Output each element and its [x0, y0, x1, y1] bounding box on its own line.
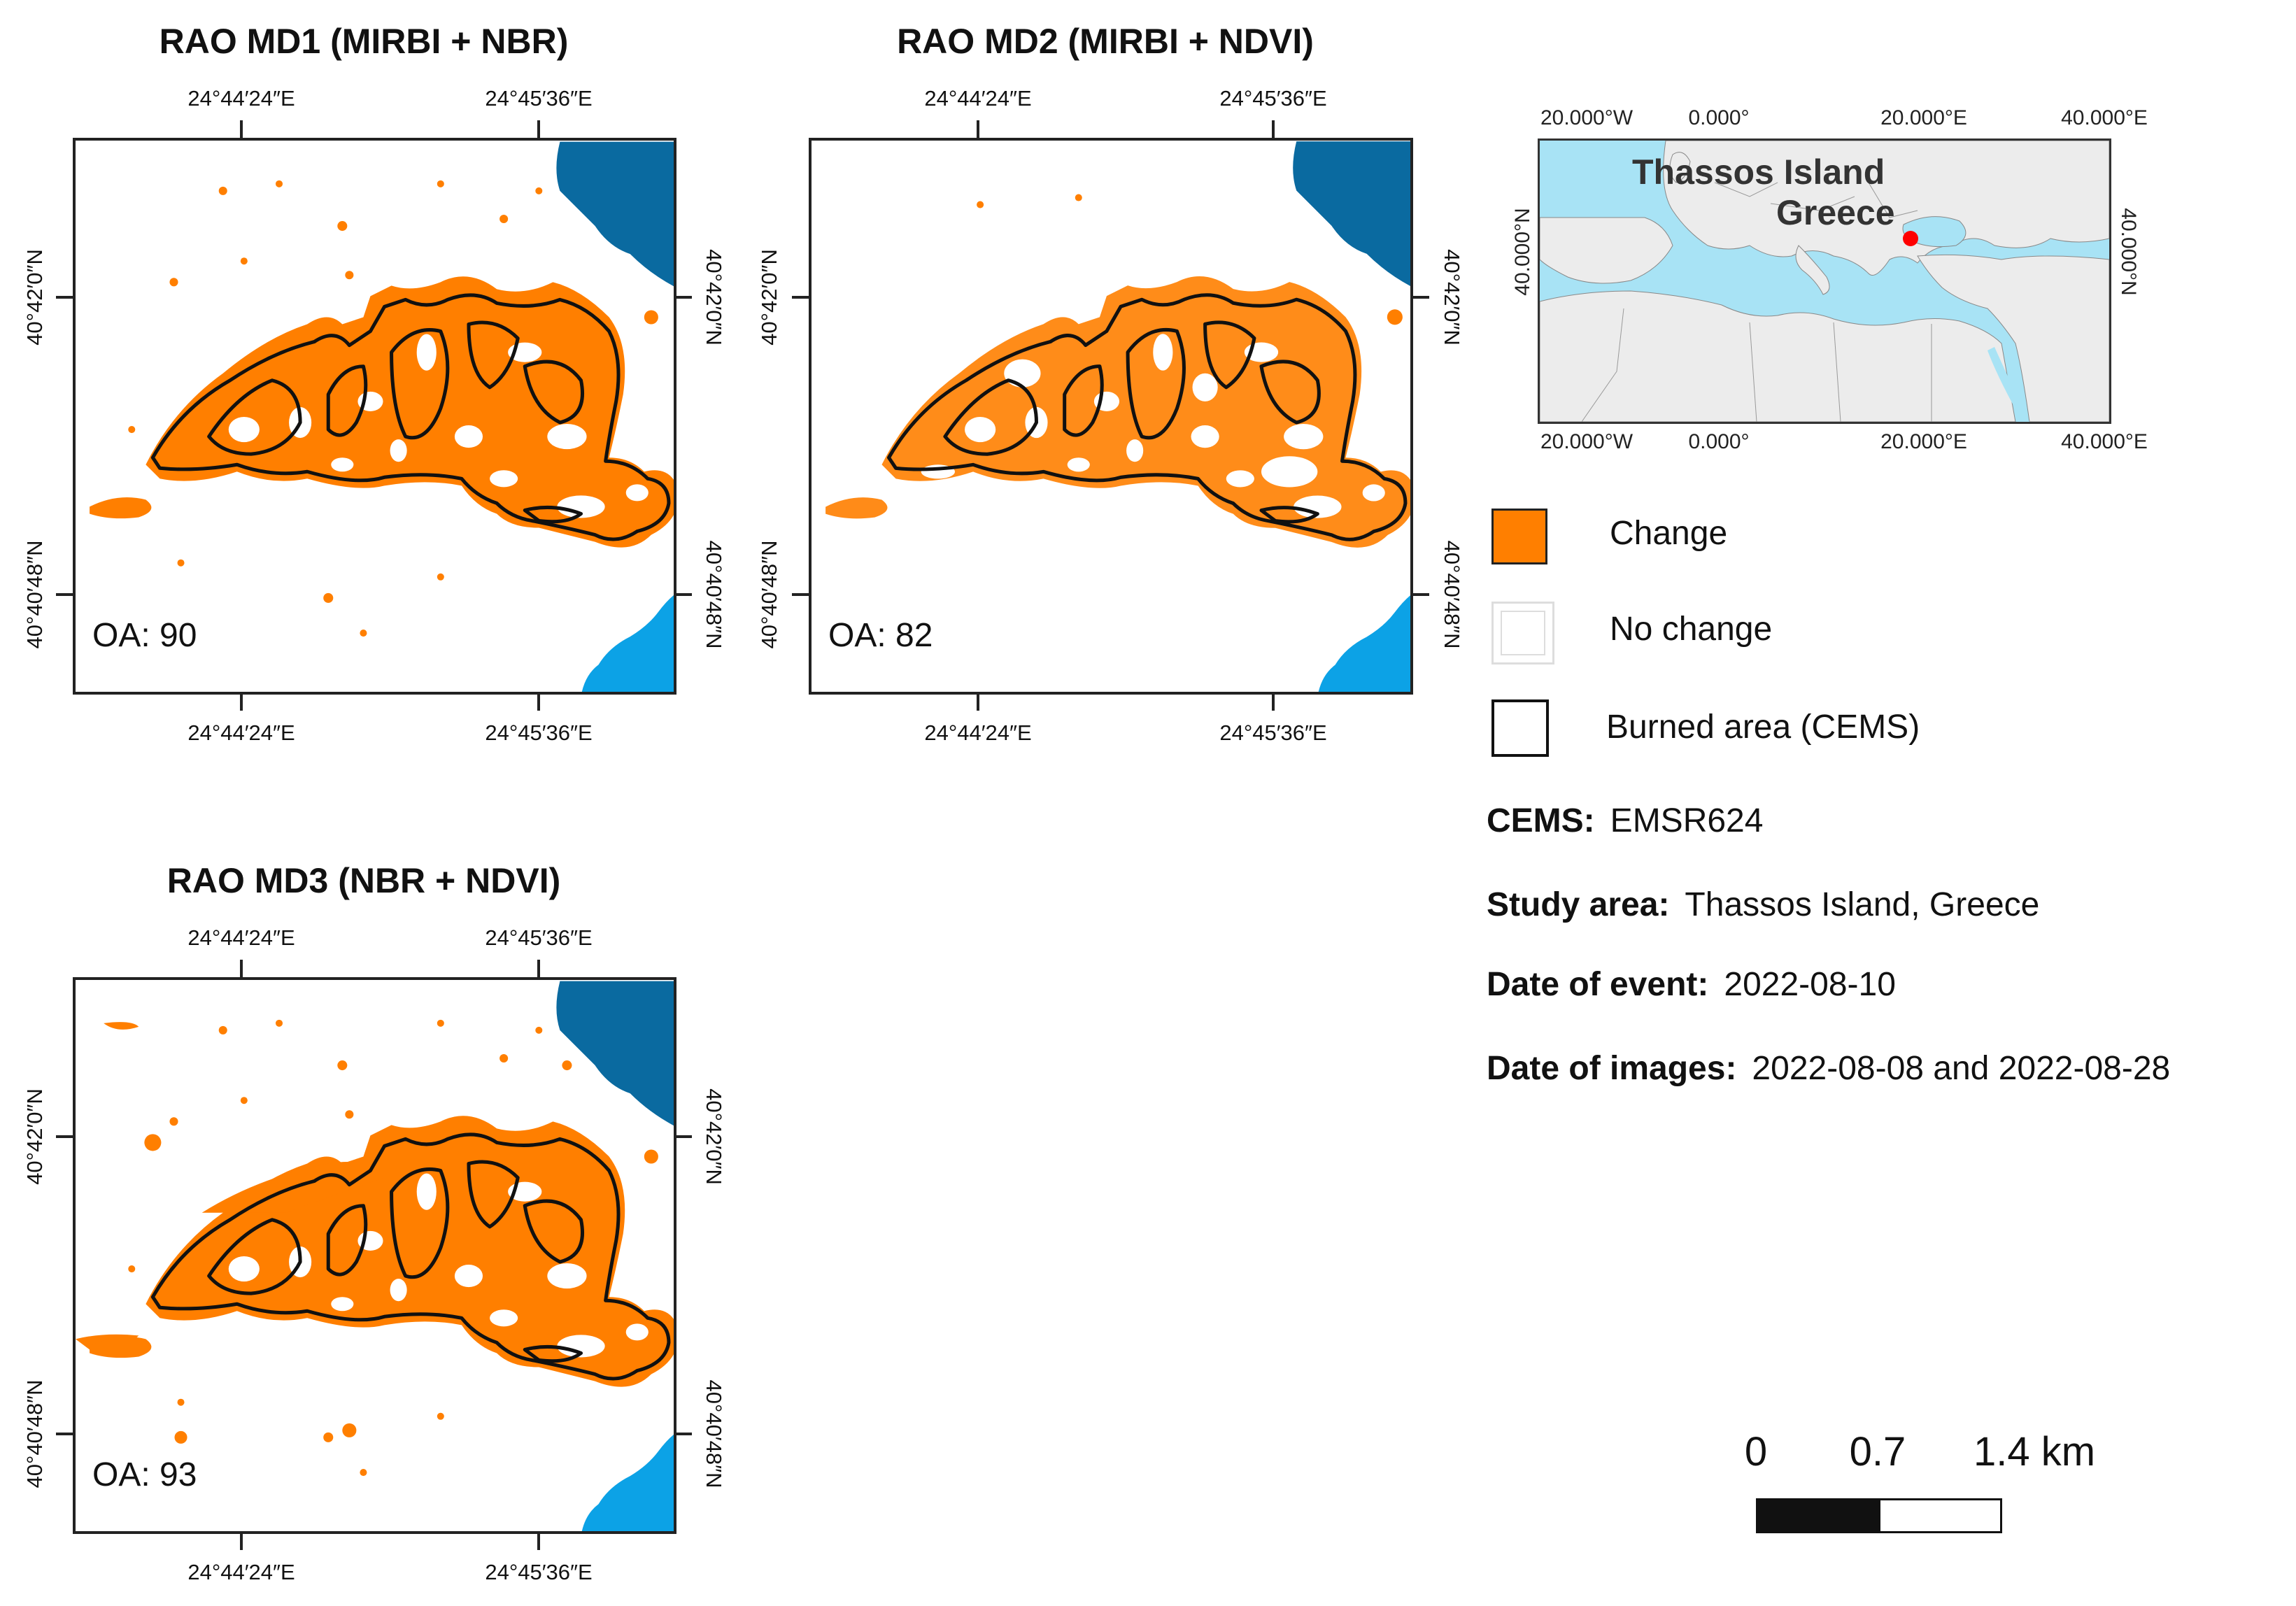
map-graphic	[90, 141, 674, 692]
inset-top-label: 20.000°E	[1880, 106, 1967, 129]
scale-label: 0	[1744, 1429, 1768, 1474]
legend-swatch-burned	[1491, 699, 1549, 757]
inset-bottom-label: 20.000°E	[1880, 430, 1967, 453]
inset-top-label: 20.000°W	[1540, 106, 1634, 129]
inset-bottom-label: 0.000°	[1688, 430, 1750, 453]
tick	[792, 296, 810, 299]
coord-top-left: 24°44′24″E	[924, 86, 1032, 111]
inset-top-label: 0.000°	[1688, 106, 1750, 129]
info-label: Study area:	[1487, 886, 1670, 923]
inset-map-graphic	[1540, 141, 2109, 422]
info-value: 2022-08-08 and 2022-08-28	[1752, 1050, 2171, 1087]
legend-label-burned: Burned area (CEMS)	[1606, 709, 1920, 746]
panel-title: RAO MD3 (NBR + NDVI)	[166, 861, 561, 900]
map-canvas: OA: 90	[73, 138, 676, 695]
tick	[537, 692, 540, 711]
tick	[56, 593, 74, 596]
inset-left-label: 40.000°N	[1511, 208, 1534, 296]
tick	[56, 1135, 74, 1138]
coord-left-bottom: 40°40′48″N	[757, 540, 781, 649]
info-value: EMSR624	[1610, 802, 1764, 839]
coord-left-bottom: 40°40′48″N	[22, 1379, 47, 1488]
inset-label-island: Thassos Island	[1632, 152, 1885, 192]
tick	[674, 1135, 692, 1138]
tick	[537, 1532, 540, 1550]
tick	[56, 1433, 74, 1435]
tick	[240, 692, 243, 711]
coord-bottom-right: 24°45′36″E	[1219, 720, 1327, 745]
coord-bottom-left: 24°44′24″E	[924, 720, 1032, 745]
info-cems: CEMS: EMSR624	[1487, 802, 1763, 840]
legend-swatch-no-change	[1491, 602, 1554, 665]
inset-label-country: Greece	[1776, 193, 1895, 232]
tick	[56, 296, 74, 299]
info-label: Date of event:	[1487, 966, 1709, 1003]
coord-top-right: 24°45′36″E	[485, 86, 593, 111]
info-value: Thassos Island, Greece	[1685, 886, 2040, 923]
tick	[537, 960, 540, 978]
tick	[537, 120, 540, 138]
tick	[674, 593, 692, 596]
scale-label: 0.7	[1849, 1429, 1906, 1474]
tick	[977, 120, 979, 138]
coord-left-top: 40°42′0″N	[22, 1088, 47, 1185]
scale-label: 1.4 km	[1973, 1429, 2096, 1474]
overall-accuracy: OA: 93	[92, 1456, 197, 1493]
map-graphic	[76, 981, 674, 1531]
info-value: 2022-08-10	[1724, 966, 1896, 1003]
overall-accuracy: OA: 90	[92, 617, 197, 654]
overall-accuracy: OA: 82	[828, 617, 933, 654]
info-label: Date of images:	[1487, 1050, 1737, 1087]
inset-map-frame: Thassos Island Greece	[1538, 138, 2111, 424]
inset-top-label: 40.000°E	[2061, 106, 2148, 129]
legend-label-no-change: No change	[1610, 611, 1773, 648]
tick	[1411, 593, 1429, 596]
coord-right-top: 40°42′0″N	[1440, 249, 1464, 346]
tick	[240, 1532, 243, 1550]
panel-title: RAO MD1 (MIRBI + NBR)	[159, 22, 569, 61]
map-canvas: OA: 82	[809, 138, 1413, 695]
inset-right-label: 40.000°N	[2117, 208, 2140, 296]
tick	[1272, 692, 1275, 711]
coord-bottom-left: 24°44′24″E	[187, 720, 295, 745]
coord-top-left: 24°44′24″E	[187, 925, 295, 950]
tick	[977, 692, 979, 711]
scale-bar-graphic	[1756, 1498, 2002, 1533]
inset-bottom-label: 20.000°W	[1540, 430, 1634, 453]
inset-bottom-label: 40.000°E	[2061, 430, 2148, 453]
coord-right-bottom: 40°40′48″N	[702, 1379, 726, 1488]
tick	[240, 960, 243, 978]
coord-left-top: 40°42′0″N	[757, 249, 781, 346]
info-label: CEMS:	[1487, 802, 1595, 839]
coord-right-top: 40°42′0″N	[702, 249, 726, 346]
panel-title: RAO MD2 (MIRBI + NDVI)	[897, 22, 1314, 61]
coord-top-right: 24°45′36″E	[1219, 86, 1327, 111]
info-date-event: Date of event: 2022-08-10	[1487, 965, 1896, 1004]
tick	[1272, 120, 1275, 138]
coord-bottom-right: 24°45′36″E	[485, 720, 593, 745]
coord-left-bottom: 40°40′48″N	[22, 540, 47, 649]
coord-top-left: 24°44′24″E	[187, 86, 295, 111]
tick	[674, 1433, 692, 1435]
legend-label-change: Change	[1610, 515, 1728, 552]
coord-right-top: 40°42′0″N	[702, 1088, 726, 1185]
map-canvas: OA: 93	[73, 977, 676, 1534]
coord-bottom-right: 24°45′36″E	[485, 1560, 593, 1584]
coord-bottom-left: 24°44′24″E	[187, 1560, 295, 1584]
info-study-area: Study area: Thassos Island, Greece	[1487, 886, 2039, 924]
coord-right-bottom: 40°40′48″N	[702, 540, 726, 649]
legend-swatch-change	[1491, 509, 1547, 564]
tick	[792, 593, 810, 596]
coord-top-right: 24°45′36″E	[485, 925, 593, 950]
coord-left-top: 40°42′0″N	[22, 249, 47, 346]
tick	[240, 120, 243, 138]
tick	[1411, 296, 1429, 299]
coord-right-bottom: 40°40′48″N	[1440, 540, 1464, 649]
info-date-images: Date of images: 2022-08-08 and 2022-08-28	[1487, 1049, 2170, 1088]
tick	[674, 296, 692, 299]
map-graphic	[825, 141, 1410, 692]
